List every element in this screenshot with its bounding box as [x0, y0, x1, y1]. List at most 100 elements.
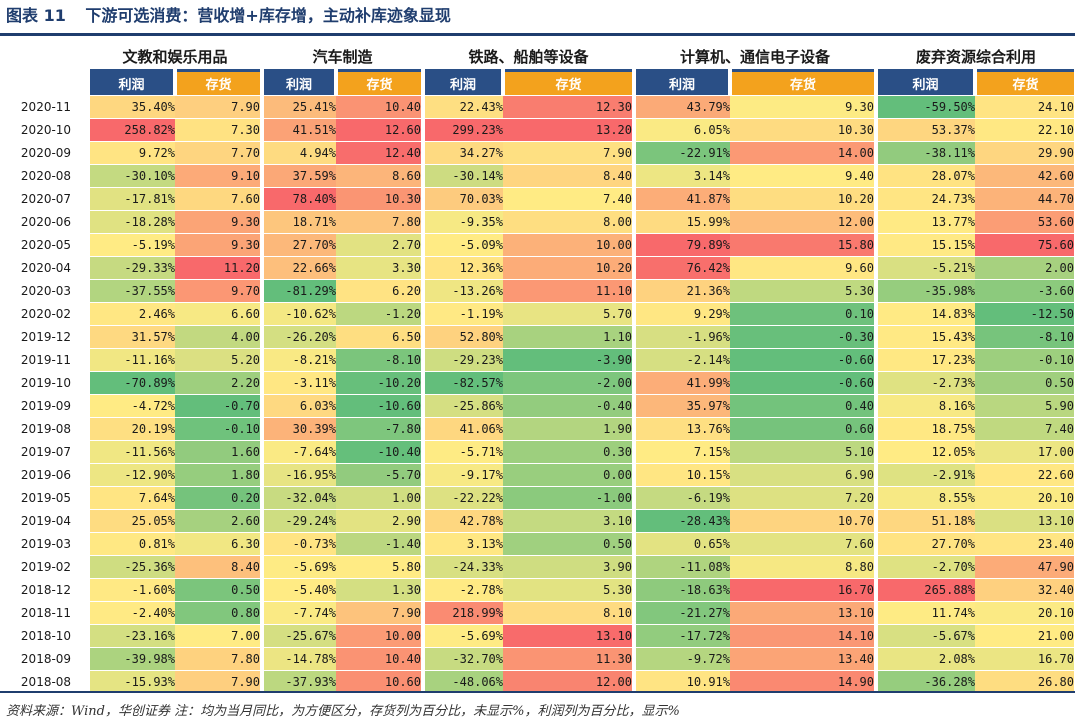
- table-row: 2019-04 25.05% 2.60 -29.24% 2.90 42.78% 3.10 -2…: [6, 509, 1074, 533]
- profit-cell: 27.70%: [874, 532, 975, 556]
- table-row: 2019-03 0.81% 6.30 -0.73% -1.40 3.13% 0.50 0.65…: [6, 532, 1074, 556]
- profit-cell: -5.40%: [260, 578, 336, 602]
- row-date: 2019-04: [6, 509, 88, 533]
- profit-cell: -70.89%: [86, 371, 175, 395]
- profit-header: 利润: [260, 70, 336, 96]
- inventory-cell: -0.60: [730, 371, 876, 395]
- profit-cell: -22.91%: [632, 141, 730, 165]
- source-note: 资料来源：Wind，华创证券 注：均为当月同比，为方便区分，存货列为百分比，未显…: [6, 704, 680, 719]
- profit-cell: -81.29%: [260, 279, 336, 303]
- table-row: 2018-11 -2.40% 0.80 -7.74% 7.90 218.99% 8.10 -2…: [6, 601, 1074, 625]
- profit-cell: 14.83%: [874, 302, 975, 326]
- inventory-cell: 16.70: [975, 647, 1074, 671]
- row-date: 2019-08: [6, 417, 88, 441]
- profit-cell: -12.90%: [86, 463, 175, 487]
- profit-cell: 24.73%: [874, 187, 975, 211]
- profit-cell: -82.57%: [421, 371, 503, 395]
- profit-cell: 265.88%: [874, 578, 975, 602]
- profit-cell: 21.36%: [632, 279, 730, 303]
- inventory-cell: 7.20: [730, 486, 876, 510]
- profit-cell: 9.72%: [86, 141, 175, 165]
- inventory-cell: 0.00: [503, 463, 634, 487]
- profit-cell: -29.24%: [260, 509, 336, 533]
- profit-header: 利润: [86, 70, 175, 96]
- table-row: 2019-08 20.19% -0.10 30.39% -7.80 41.06% 1.90 1…: [6, 417, 1074, 441]
- profit-cell: -1.19%: [421, 302, 503, 326]
- profit-cell: 17.23%: [874, 348, 975, 372]
- inventory-cell: 3.30: [336, 256, 423, 280]
- inventory-cell: -1.00: [503, 486, 634, 510]
- inventory-cell: 21.00: [975, 624, 1074, 648]
- inventory-cell: 9.30: [175, 210, 262, 234]
- inventory-cell: -0.10: [975, 348, 1074, 372]
- inventory-cell: 6.50: [336, 325, 423, 349]
- inventory-cell: 11.30: [503, 647, 634, 671]
- profit-cell: -5.09%: [421, 233, 503, 257]
- table-row: 2018-08 -15.93% 7.90 -37.93% 10.60 -48.06% 12.…: [6, 670, 1074, 693]
- inventory-cell: 7.90: [175, 670, 262, 693]
- profit-cell: -17.72%: [632, 624, 730, 648]
- profit-cell: 53.37%: [874, 118, 975, 142]
- group-header: 铁路、船舶等设备: [421, 44, 634, 72]
- row-date: 2019-09: [6, 394, 88, 418]
- profit-cell: 15.15%: [874, 233, 975, 257]
- heatmap-table: 文教和娱乐用品 汽车制造 铁路、船舶等设备 计算机、通信电子设备 废弃资源综合利…: [6, 44, 1074, 693]
- inventory-cell: 1.90: [503, 417, 634, 441]
- inventory-cell: -1.20: [336, 302, 423, 326]
- inventory-cell: 1.60: [175, 440, 262, 464]
- profit-cell: -23.16%: [86, 624, 175, 648]
- inventory-cell: 15.80: [730, 233, 876, 257]
- inventory-cell: 10.20: [730, 187, 876, 211]
- inventory-cell: 12.00: [730, 210, 876, 234]
- inventory-cell: 47.90: [975, 555, 1074, 579]
- row-date: 2020-04: [6, 256, 88, 280]
- inventory-cell: 5.80: [336, 555, 423, 579]
- profit-cell: 15.99%: [632, 210, 730, 234]
- corner-cell: [6, 44, 88, 71]
- inventory-cell: -0.10: [175, 417, 262, 441]
- inventory-cell: 12.00: [503, 670, 634, 693]
- profit-cell: -15.93%: [86, 670, 175, 693]
- inventory-cell: 10.40: [336, 647, 423, 671]
- profit-cell: -9.17%: [421, 463, 503, 487]
- profit-cell: -28.43%: [632, 509, 730, 533]
- profit-cell: 7.64%: [86, 486, 175, 510]
- inventory-cell: 2.60: [175, 509, 262, 533]
- table-row: 2020-07 -17.81% 7.60 78.40% 10.30 70.03% 7.40 4…: [6, 187, 1074, 211]
- row-date: 2018-10: [6, 624, 88, 648]
- sub-header-row: 利润 存货 利润 存货 利润 存货 利润 存货 利润 存货: [6, 70, 1074, 96]
- inventory-cell: 8.80: [730, 555, 876, 579]
- profit-cell: -32.70%: [421, 647, 503, 671]
- inventory-cell: 12.40: [336, 141, 423, 165]
- profit-cell: 13.77%: [874, 210, 975, 234]
- row-date: 2018-09: [6, 647, 88, 671]
- inventory-cell: 24.10: [975, 95, 1074, 119]
- inventory-cell: 11.10: [503, 279, 634, 303]
- profit-cell: 52.80%: [421, 325, 503, 349]
- profit-cell: 70.03%: [421, 187, 503, 211]
- profit-cell: 11.74%: [874, 601, 975, 625]
- profit-cell: 218.99%: [421, 601, 503, 625]
- inventory-cell: 1.30: [336, 578, 423, 602]
- inventory-cell: 12.60: [336, 118, 423, 142]
- profit-cell: -59.50%: [874, 95, 975, 119]
- profit-cell: 7.15%: [632, 440, 730, 464]
- profit-cell: -2.40%: [86, 601, 175, 625]
- row-date: 2018-12: [6, 578, 88, 602]
- table-row: 2020-05 -5.19% 9.30 27.70% 2.70 -5.09% 10.00 79…: [6, 233, 1074, 257]
- inventory-cell: 9.40: [730, 164, 876, 188]
- inventory-cell: 10.20: [503, 256, 634, 280]
- row-date: 2020-06: [6, 210, 88, 234]
- inventory-header: 存货: [173, 70, 262, 96]
- inventory-cell: 16.70: [730, 578, 876, 602]
- profit-cell: 18.75%: [874, 417, 975, 441]
- profit-cell: 76.42%: [632, 256, 730, 280]
- inventory-cell: 9.30: [175, 233, 262, 257]
- inventory-cell: -3.90: [503, 348, 634, 372]
- profit-cell: -18.63%: [632, 578, 730, 602]
- profit-cell: 37.59%: [260, 164, 336, 188]
- profit-cell: 27.70%: [260, 233, 336, 257]
- profit-cell: -7.64%: [260, 440, 336, 464]
- inventory-cell: 7.90: [503, 141, 634, 165]
- profit-cell: -5.69%: [260, 555, 336, 579]
